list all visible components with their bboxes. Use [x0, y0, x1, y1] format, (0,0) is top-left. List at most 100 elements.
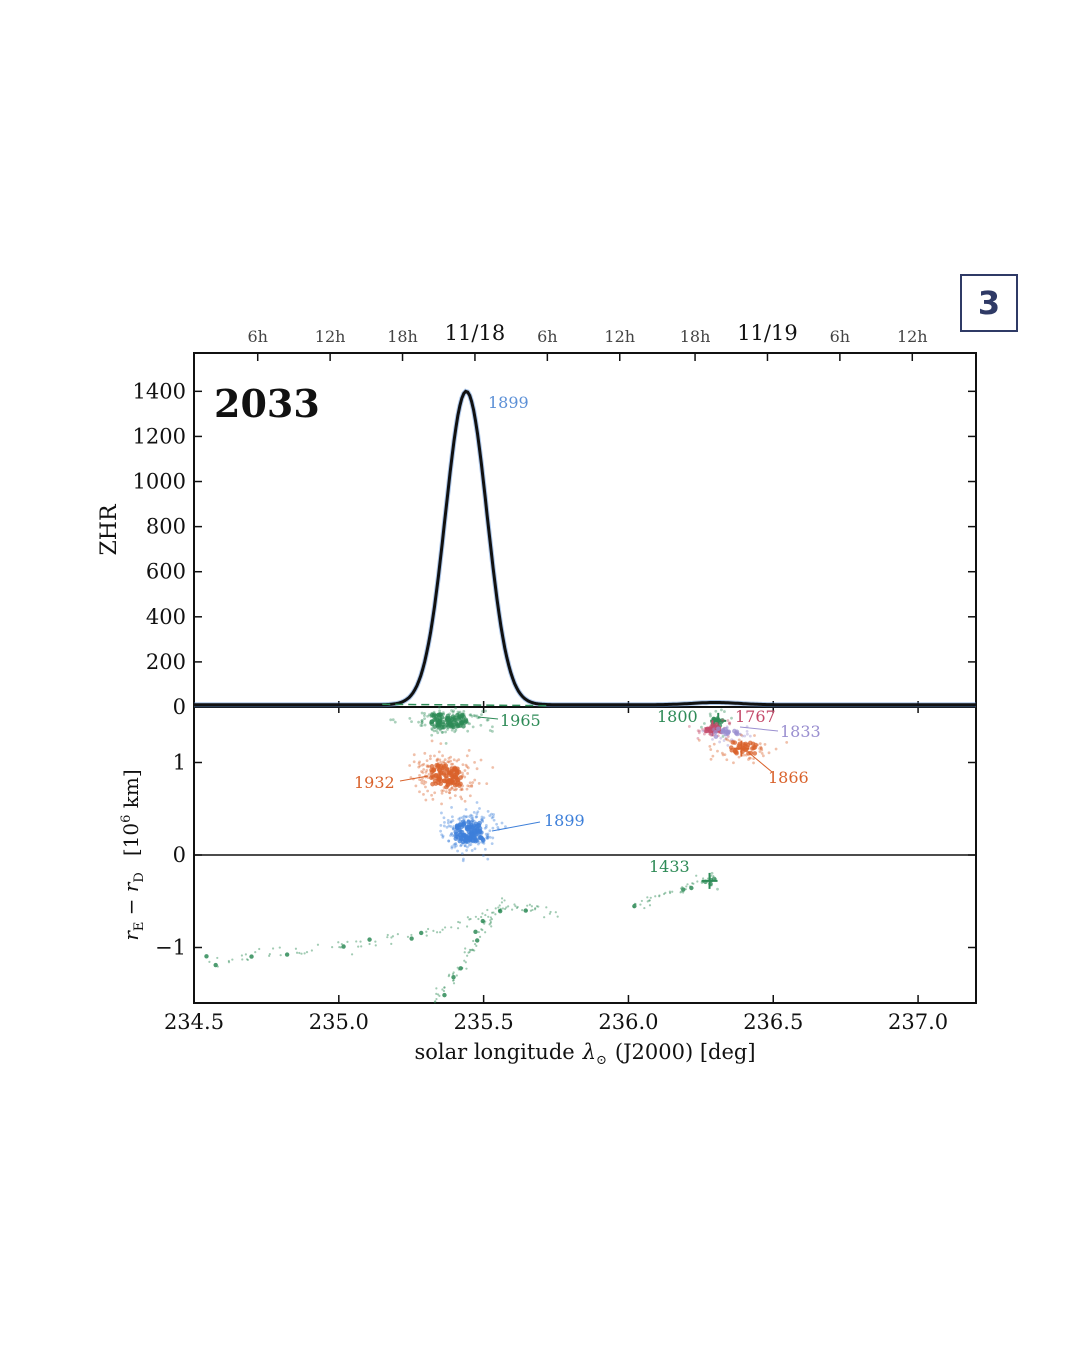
- trail-point: [470, 949, 473, 952]
- cluster-point-1932: [450, 786, 454, 790]
- cluster-point-1899: [456, 849, 459, 853]
- cluster-point-1965: [419, 724, 423, 727]
- trail-point: [483, 922, 486, 925]
- cluster-point-1932: [433, 791, 437, 795]
- trail-point: [451, 975, 456, 980]
- trail-point: [467, 951, 470, 954]
- trail-point: [338, 946, 341, 949]
- cluster-point-1932: [442, 789, 445, 793]
- trail-point: [503, 899, 506, 902]
- trail-point: [463, 959, 466, 962]
- cluster-point-1932: [417, 762, 421, 765]
- cluster-point-1899: [450, 846, 454, 850]
- cluster-point-1965: [479, 723, 483, 727]
- cluster-point-1932: [473, 778, 477, 782]
- trail-point: [451, 972, 455, 976]
- cluster-point-1866: [758, 747, 762, 751]
- cluster-point-1767: [728, 721, 732, 725]
- trail-point: [516, 905, 519, 909]
- trail-point: [458, 921, 462, 924]
- trail-point: [337, 941, 340, 944]
- cluster-point-1866: [763, 742, 767, 746]
- cluster-point-1932: [450, 786, 454, 790]
- cluster-point-1899: [481, 820, 485, 823]
- trail-point: [471, 949, 475, 952]
- cluster-point-1899: [475, 815, 479, 819]
- annotation-1932: 1932: [354, 773, 395, 792]
- cluster-point-1866: [737, 755, 741, 759]
- cluster-point-1899: [450, 806, 453, 809]
- trail-point: [473, 949, 476, 952]
- trail-point: [300, 952, 303, 955]
- cluster-point-1866: [759, 745, 763, 749]
- trail-point: [640, 899, 643, 903]
- trail-point: [632, 903, 637, 909]
- cluster-point-1899: [490, 842, 494, 845]
- cluster-point-1899: [496, 825, 500, 829]
- trail-point: [686, 883, 689, 886]
- cluster-point-1965: [472, 714, 476, 717]
- cluster-point-1767: [721, 718, 724, 722]
- cluster-point-1866: [752, 761, 755, 765]
- trail-point: [691, 882, 694, 885]
- trail-point: [278, 946, 281, 949]
- cluster-point-1965: [446, 728, 449, 731]
- cluster-point-1899: [475, 801, 479, 804]
- zhr-ytick-label: 0: [173, 695, 186, 719]
- trail-point: [492, 911, 495, 914]
- cluster-point-1899: [451, 819, 455, 822]
- trail-point: [679, 891, 682, 894]
- cluster-point-1932: [479, 758, 483, 762]
- cluster-point-1932: [433, 754, 436, 758]
- scatter-layer: [204, 705, 789, 1004]
- cluster-point-1899: [486, 837, 489, 841]
- trail-point: [494, 907, 497, 910]
- cluster-point-1899: [481, 837, 486, 843]
- cluster-point-1899: [446, 821, 450, 825]
- cluster-point-1833: [712, 727, 716, 730]
- cluster-point-1932: [450, 762, 453, 766]
- cluster-point-1899: [442, 824, 446, 828]
- trail-point: [340, 942, 343, 946]
- cluster-point-1767: [726, 719, 730, 722]
- trail-point: [443, 986, 446, 989]
- cluster-point-1899: [480, 818, 483, 821]
- cluster-point-1899: [490, 816, 494, 820]
- cluster-point-1965: [455, 723, 461, 729]
- cluster-point-1932: [440, 802, 443, 806]
- trail-point: [456, 927, 460, 930]
- trail-point: [213, 962, 218, 968]
- cluster-point-1965: [441, 730, 445, 734]
- cluster-point-1800: [702, 722, 706, 725]
- trail-point: [436, 993, 440, 996]
- cluster-point-1932: [430, 774, 436, 780]
- cluster-point-1965: [450, 714, 456, 719]
- cluster-point-1932: [436, 757, 440, 761]
- trail-point: [204, 954, 209, 959]
- cluster-point-1899: [486, 832, 490, 836]
- cluster-point-1965: [393, 720, 397, 724]
- cluster-point-1899: [460, 843, 463, 847]
- trail-point: [477, 930, 480, 934]
- cluster-point-1833: [701, 729, 705, 733]
- cluster-point-1899: [450, 832, 453, 836]
- cluster-point-1899: [480, 817, 484, 821]
- trail-point: [533, 908, 537, 911]
- cluster-point-1899: [465, 841, 468, 845]
- cluster-point-1899: [457, 822, 463, 827]
- cluster-point-1932: [465, 754, 469, 758]
- trail-point: [227, 959, 230, 963]
- trail-point: [490, 925, 493, 928]
- trail-point: [249, 954, 254, 959]
- cluster-point-1932: [463, 769, 467, 772]
- cluster-point-1899: [476, 842, 480, 846]
- trail-point: [435, 987, 438, 990]
- cluster-point-1965: [473, 714, 477, 718]
- trail-point: [658, 895, 661, 898]
- cluster-point-1932: [426, 776, 430, 780]
- trail-point: [649, 896, 652, 899]
- cluster-point-1965: [434, 729, 438, 733]
- cluster-point-1932: [422, 768, 426, 771]
- trail-point: [271, 947, 275, 950]
- trail-point: [671, 890, 674, 893]
